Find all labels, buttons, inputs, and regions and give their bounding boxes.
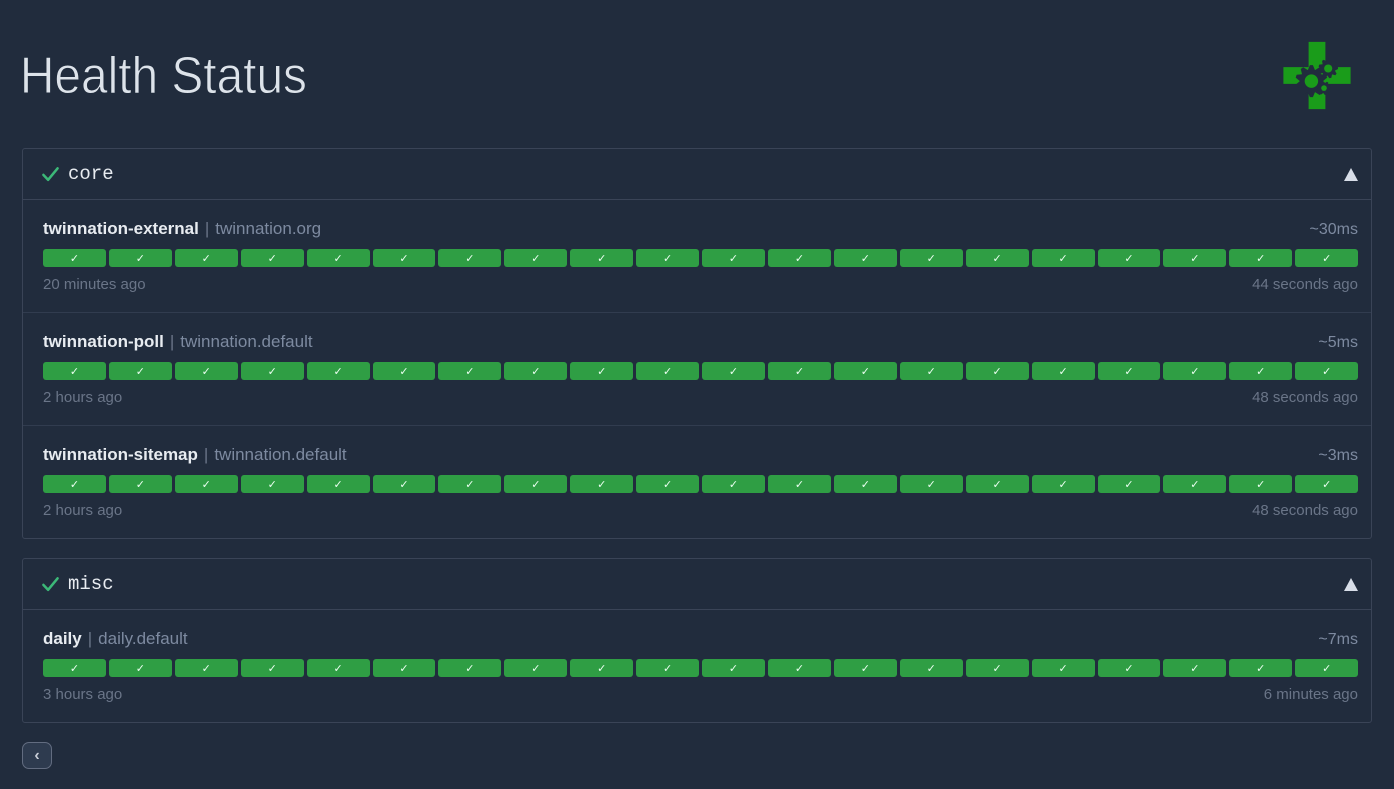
svg-text:Health Status: Health Status [20,46,307,104]
